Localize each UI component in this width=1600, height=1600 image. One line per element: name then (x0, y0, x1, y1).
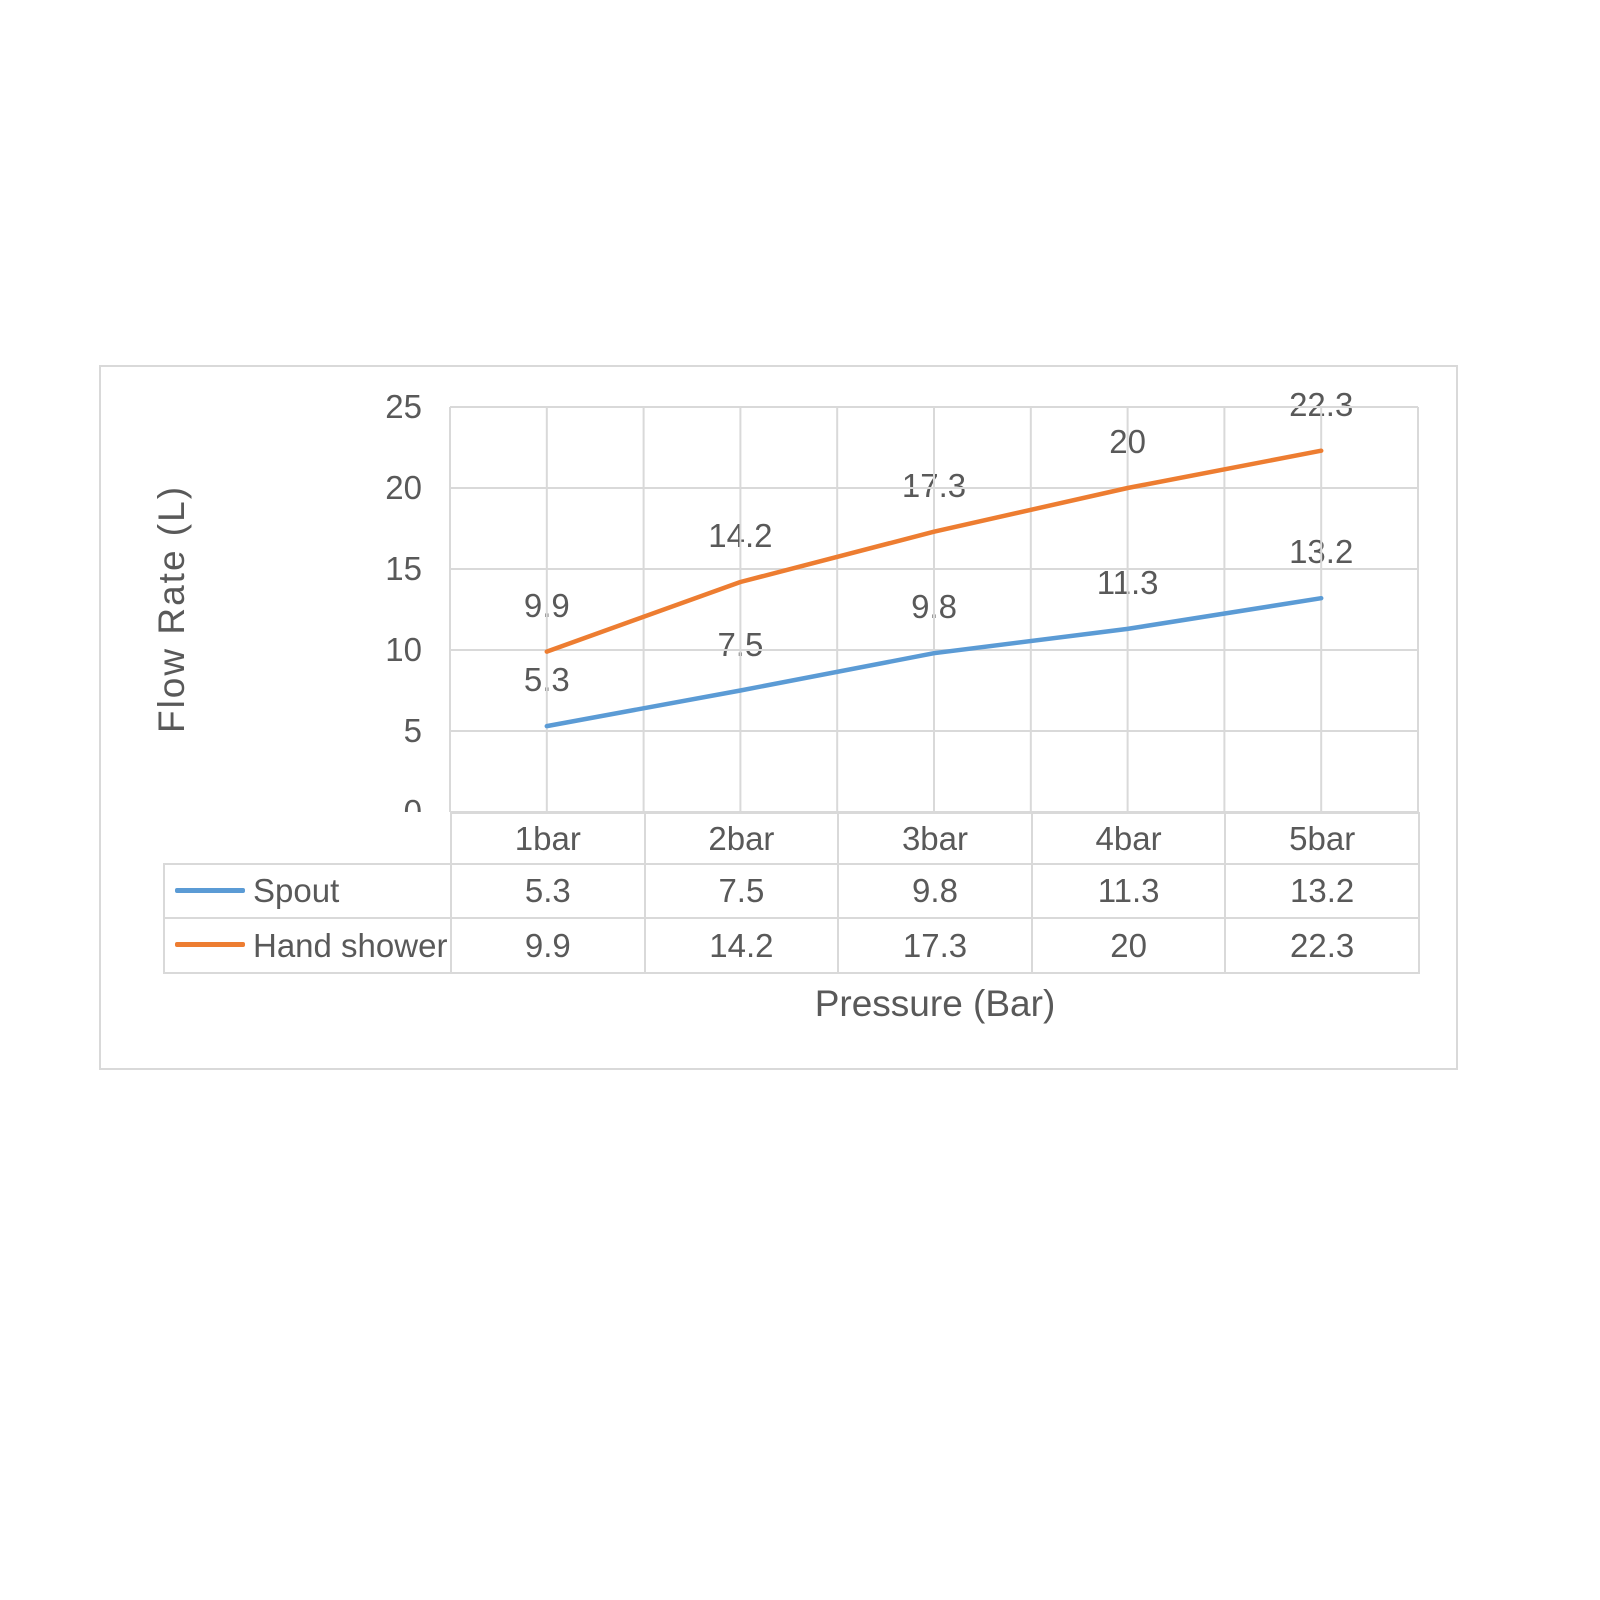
category-header-cell: 4bar (1030, 812, 1227, 865)
y-tick-label: 25 (385, 388, 422, 425)
series-line-hand-shower (544, 448, 1324, 654)
table-row-spout: Spout 5.3 7.5 9.8 11.3 13.2 (163, 863, 1420, 919)
legend-key-spout: Spout (163, 863, 452, 919)
value-cell: 5.3 (450, 863, 646, 919)
value-cell: 13.2 (1224, 863, 1420, 919)
value-cell: 9.9 (450, 917, 646, 974)
y-tick-label: 10 (385, 631, 422, 668)
series-name-label: Hand shower (253, 926, 448, 964)
value-cell: 17.3 (837, 917, 1033, 974)
table-row-hand-shower: Hand shower 9.9 14.2 17.3 20 22.3 (163, 917, 1420, 974)
series-line-spout (544, 595, 1324, 729)
y-tick-label: 15 (385, 550, 422, 587)
value-cell: 14.2 (643, 917, 840, 974)
category-header-row: 1bar 2bar 3bar 4bar 5bar (164, 812, 1420, 865)
value-cell: 22.3 (1224, 917, 1420, 974)
value-cell: 11.3 (1030, 863, 1227, 919)
legend-key-hand-shower: Hand shower (163, 917, 452, 974)
x-axis-title: Pressure (Bar) (814, 983, 1056, 1024)
category-header-cell: 1bar (450, 812, 646, 865)
legend-line-swatch (175, 887, 245, 893)
chart-container: Flow Rate (L) Pressure (Bar) 0510152025 … (99, 365, 1458, 1070)
value-cell: 20 (1030, 917, 1227, 974)
legend-line-swatch (175, 942, 245, 948)
y-axis-title: Flow Rate (L) (151, 484, 192, 734)
category-header-cell: 2bar (643, 812, 840, 865)
value-cell: 7.5 (643, 863, 840, 919)
category-header-cell: 5bar (1224, 812, 1420, 865)
plot-area (449, 406, 1419, 813)
value-cell: 9.8 (837, 863, 1033, 919)
data-table: 1bar 2bar 3bar 4bar 5bar Spout 5.3 7.5 9.8 11.3 13… (163, 812, 1420, 974)
y-tick-label: 20 (385, 469, 422, 506)
y-tick-label: 5 (403, 712, 422, 749)
category-header-cell: 3bar (837, 812, 1033, 865)
table-corner-spacer (164, 813, 451, 864)
series-name-label: Spout (253, 872, 340, 909)
